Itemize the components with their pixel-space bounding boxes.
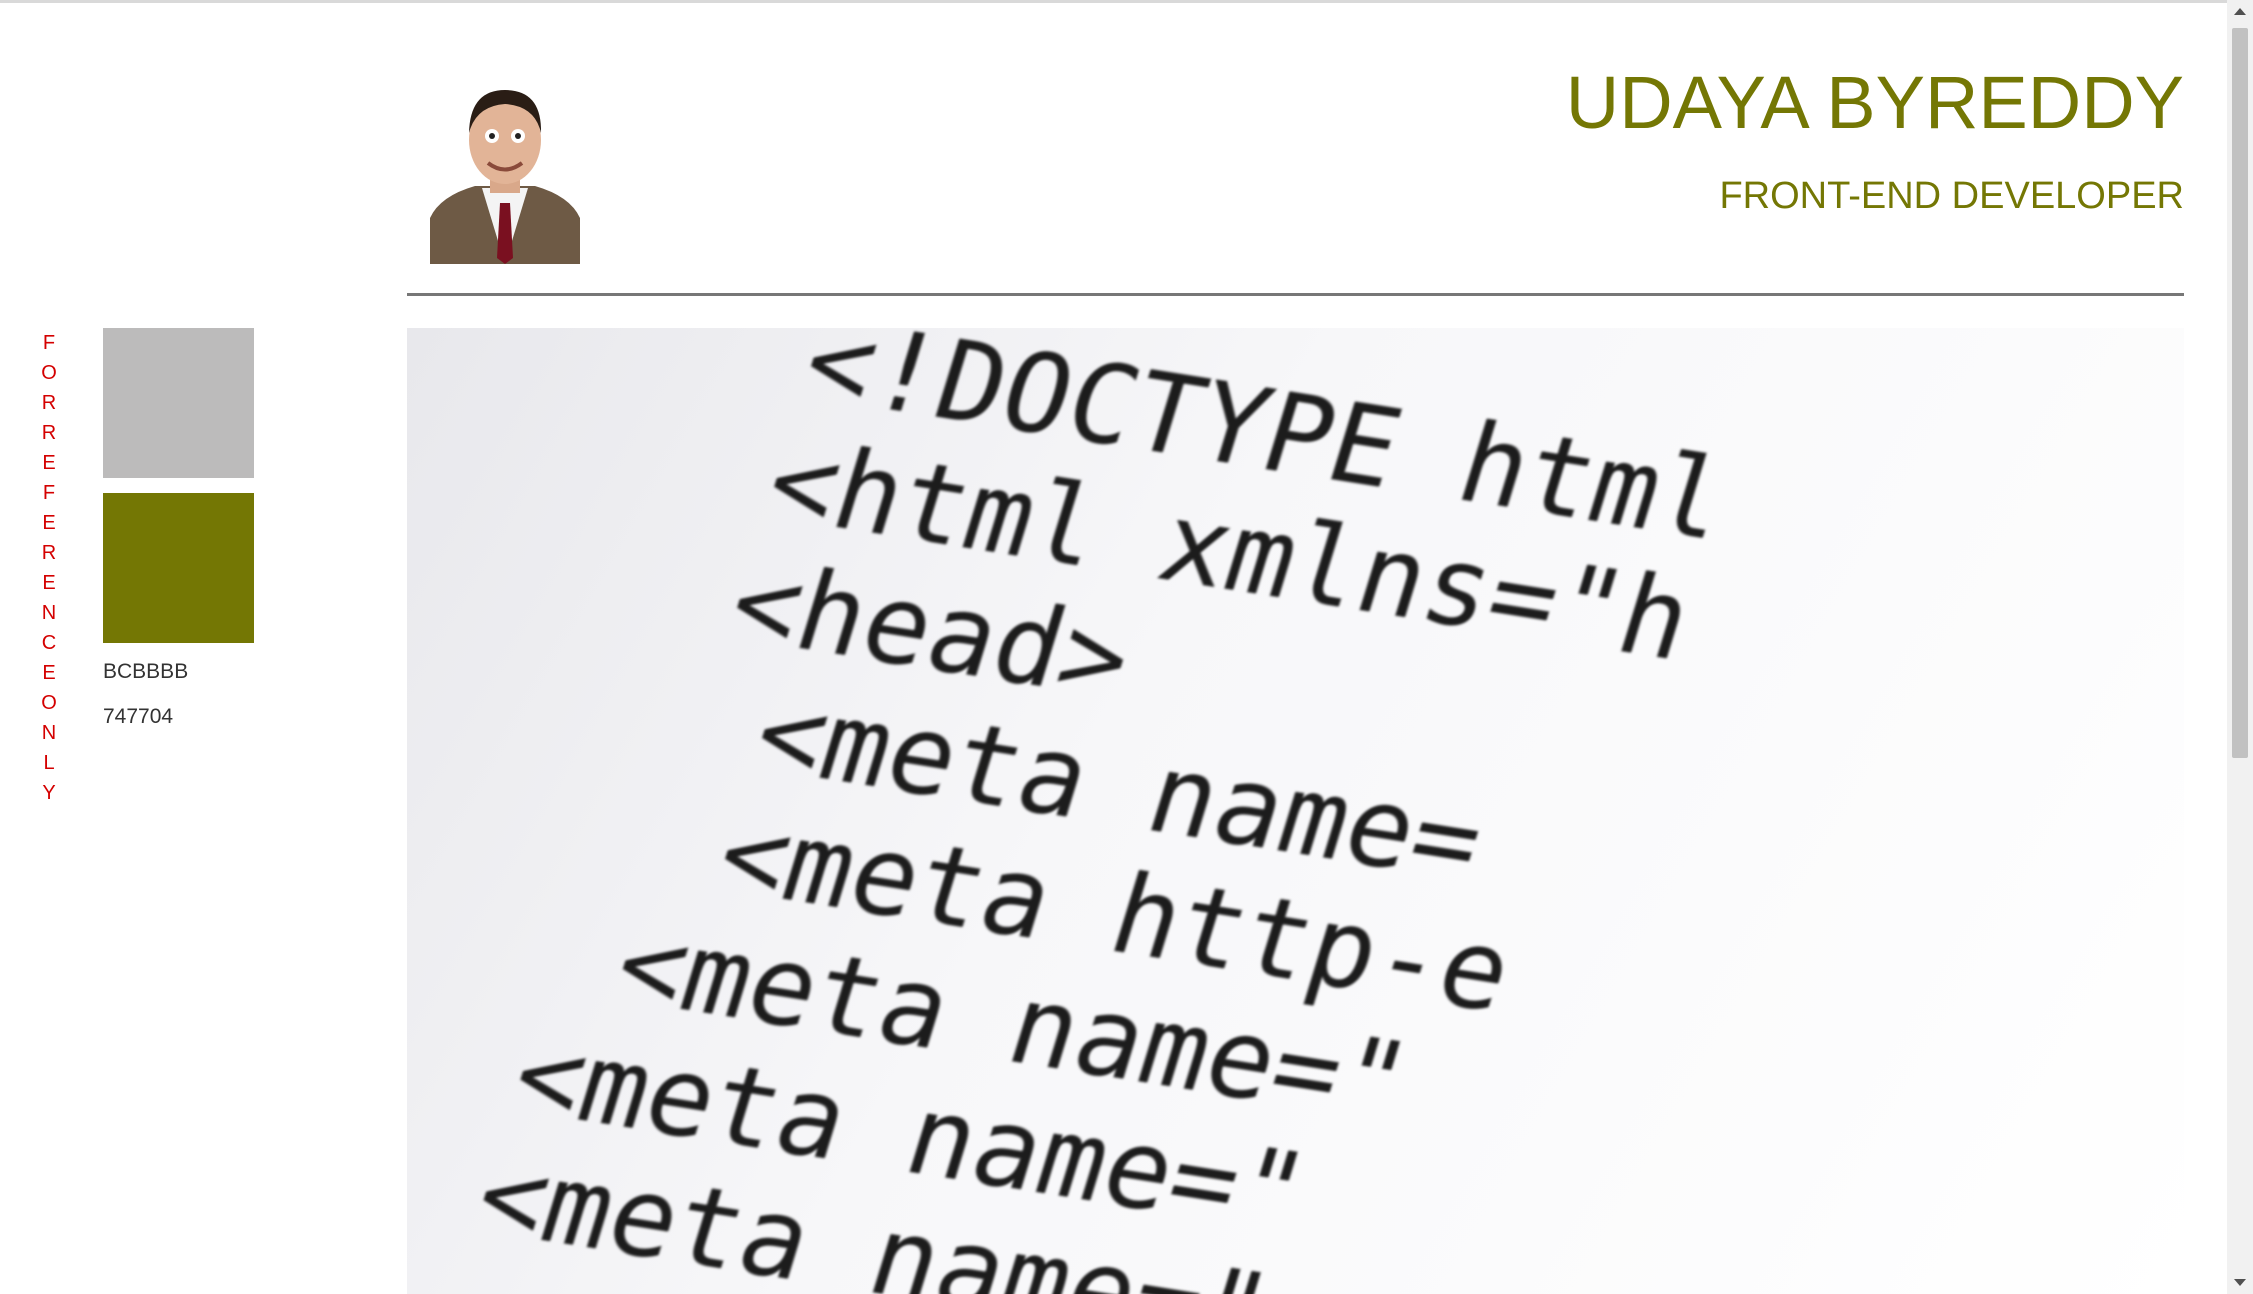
top-border <box>0 0 2227 3</box>
color-label: BCBBBB <box>103 660 189 683</box>
scroll-thumb[interactable] <box>2232 28 2248 758</box>
job-title: FRONT-END DEVELOPER <box>1719 175 2184 217</box>
hero-image: <!DOCTYPE html <html xmlns="h <head> <meta… <box>407 328 2184 1294</box>
scrollbar[interactable] <box>2227 0 2253 1294</box>
code-text: <!DOCTYPE html <html xmlns="h <head> <meta… <box>425 328 1743 1294</box>
scroll-up[interactable] <box>2234 8 2246 15</box>
divider <box>407 293 2184 296</box>
name: UDAYA BYREDDY <box>1565 61 2184 144</box>
color-label: 747704 <box>103 705 174 728</box>
profile-photo <box>430 90 580 264</box>
scroll-down[interactable] <box>2234 1279 2246 1286</box>
color-swatch <box>103 328 254 478</box>
color-swatch <box>103 493 254 643</box>
watermark: FORREFERENCEONLY <box>41 332 59 804</box>
